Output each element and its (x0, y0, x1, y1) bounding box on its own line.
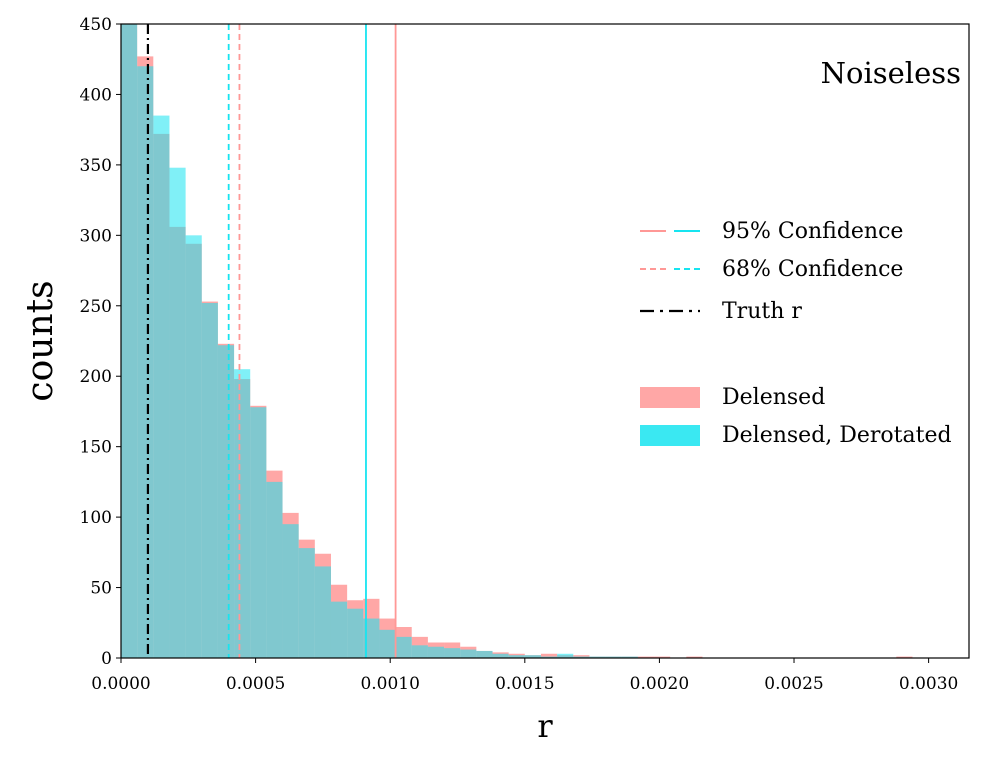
y-tick-label: 350 (80, 156, 112, 176)
legend-swatch-delensed-derotated (640, 425, 700, 446)
derotated-bar (395, 636, 412, 658)
derotated-bar (250, 407, 267, 658)
derotated-bar (201, 302, 218, 658)
legend-label-68-confidence: 68% Confidence (722, 257, 903, 282)
derotated-bar (347, 608, 364, 658)
delensed-bar (540, 653, 558, 658)
derotated-bar (153, 115, 170, 659)
derotated-bar (557, 653, 574, 658)
y-tick-label: 100 (80, 508, 112, 528)
derotated-bar (476, 650, 493, 658)
derotated-bar (492, 653, 509, 658)
legend-label-truth-r: Truth r (722, 299, 802, 324)
derotated-bar (314, 566, 331, 658)
x-tick-label: 0.0020 (630, 674, 689, 694)
reference-lines (146, 24, 397, 658)
x-tick-label: 0.0025 (764, 674, 823, 694)
derotated-bar (540, 656, 558, 658)
x-tick-label: 0.0030 (899, 674, 958, 694)
delensed-bar (654, 656, 671, 658)
derotated-bar (234, 369, 251, 658)
legend-label-delensed-derotated: Delensed, Derotated (722, 423, 952, 448)
derotated-bar (605, 656, 622, 658)
derotated-bar (379, 629, 396, 658)
y-tick-label: 150 (80, 438, 112, 458)
legend: 95% Confidence 68% Confidence Truth r Delen… (640, 219, 952, 448)
derotated-bar (185, 235, 202, 659)
x-tick-label: 0.0005 (226, 674, 285, 694)
noiseless-annotation: Noiseless (821, 56, 961, 90)
derotated-bar (524, 655, 541, 658)
derotated-bar (282, 524, 299, 658)
y-tick-label: 0 (101, 649, 112, 669)
derotated-bar (460, 649, 477, 658)
derotated-bar (363, 618, 380, 658)
delensed-bar (686, 656, 703, 658)
derotated-bar (508, 655, 525, 658)
derotated-bar (427, 646, 445, 658)
legend-label-95-confidence: 95% Confidence (722, 219, 903, 244)
derotated-bar (266, 481, 283, 658)
derotated-bar (573, 656, 590, 658)
y-tick-label: 450 (80, 15, 112, 35)
y-axis-ticks: 0 50 100 150 200 250 300 350 400 450 (80, 15, 121, 669)
derotated-bar (217, 345, 235, 658)
y-tick-label: 250 (80, 297, 112, 317)
delensed-bar (896, 656, 913, 658)
legend-label-delensed: Delensed (722, 385, 825, 410)
derotated-bar (621, 656, 638, 658)
derotated-bar (411, 645, 428, 658)
derotated-bar (298, 548, 315, 658)
y-tick-label: 300 (80, 226, 112, 246)
derotated-bar (589, 656, 606, 658)
delensed-bar (637, 656, 655, 658)
x-axis-ticks: 0.0000 0.0005 0.0010 0.0015 0.0020 0.0025 0.00… (91, 658, 958, 694)
x-tick-label: 0.0015 (495, 674, 554, 694)
y-tick-label: 400 (80, 85, 112, 105)
derotated-bar (137, 66, 154, 659)
x-tick-label: 0.0000 (91, 674, 150, 694)
derotated-bar (121, 24, 138, 658)
y-tick-label: 50 (90, 579, 112, 599)
x-axis-label: r (537, 707, 553, 745)
y-tick-label: 200 (80, 367, 112, 387)
legend-swatch-delensed (640, 387, 700, 408)
x-tick-label: 0.0010 (360, 674, 419, 694)
derotated-bar (169, 167, 186, 658)
derotated-bar (444, 648, 461, 658)
plot-frame (120, 23, 970, 659)
derotated-bars (121, 24, 638, 659)
derotated-bar (330, 601, 348, 658)
y-axis-label: counts (20, 280, 61, 401)
